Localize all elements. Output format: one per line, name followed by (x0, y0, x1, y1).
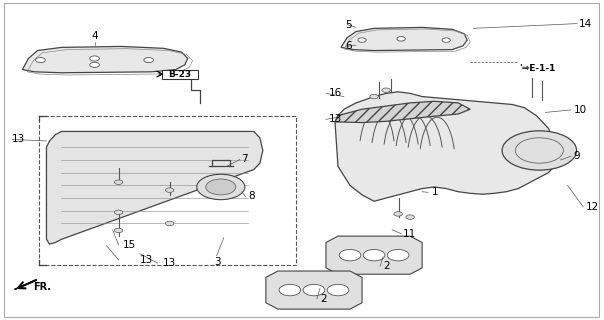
Polygon shape (22, 46, 188, 73)
Text: 3: 3 (214, 257, 221, 267)
Polygon shape (335, 101, 471, 123)
Circle shape (114, 228, 123, 233)
Circle shape (502, 131, 577, 170)
Circle shape (406, 215, 414, 219)
Circle shape (206, 179, 236, 195)
Text: 9: 9 (574, 151, 580, 161)
Text: 2: 2 (384, 261, 390, 271)
Text: B-23: B-23 (169, 69, 191, 78)
Polygon shape (47, 132, 263, 244)
Text: 13: 13 (12, 134, 25, 144)
Text: 16: 16 (329, 88, 342, 98)
Text: 13: 13 (162, 258, 176, 268)
Polygon shape (326, 236, 422, 274)
Circle shape (114, 180, 123, 184)
Circle shape (144, 58, 153, 63)
Circle shape (327, 284, 349, 296)
Text: FR.: FR. (33, 282, 51, 292)
Circle shape (387, 250, 409, 261)
Bar (39, 116, 296, 265)
Circle shape (303, 284, 325, 296)
Text: 6: 6 (345, 41, 352, 52)
Polygon shape (341, 28, 467, 51)
Circle shape (114, 210, 123, 215)
Text: 11: 11 (403, 228, 416, 239)
Circle shape (90, 56, 100, 61)
Circle shape (370, 94, 378, 99)
Text: 8: 8 (248, 191, 254, 202)
Circle shape (363, 250, 385, 261)
Circle shape (382, 88, 390, 92)
Polygon shape (14, 280, 36, 289)
Polygon shape (335, 92, 557, 201)
Text: 12: 12 (586, 202, 599, 212)
Circle shape (397, 36, 405, 41)
Circle shape (339, 250, 361, 261)
Circle shape (36, 58, 45, 63)
Text: 4: 4 (91, 31, 98, 41)
Text: 5: 5 (345, 20, 352, 29)
Text: 14: 14 (579, 19, 592, 28)
Text: 2: 2 (320, 294, 327, 304)
Circle shape (394, 212, 402, 216)
Circle shape (358, 38, 366, 42)
Text: 13: 13 (140, 255, 153, 265)
Circle shape (279, 284, 301, 296)
Circle shape (90, 62, 100, 68)
Circle shape (165, 221, 174, 226)
FancyBboxPatch shape (162, 69, 198, 79)
Polygon shape (266, 271, 362, 309)
Text: 15: 15 (123, 240, 136, 250)
Text: 10: 10 (574, 105, 586, 115)
Circle shape (442, 38, 451, 42)
Circle shape (197, 174, 245, 200)
Text: 7: 7 (240, 154, 247, 164)
Text: 13: 13 (329, 114, 342, 124)
Text: 1: 1 (432, 187, 439, 197)
Text: '⇒E-1-1: '⇒E-1-1 (519, 63, 556, 73)
Circle shape (165, 188, 174, 192)
